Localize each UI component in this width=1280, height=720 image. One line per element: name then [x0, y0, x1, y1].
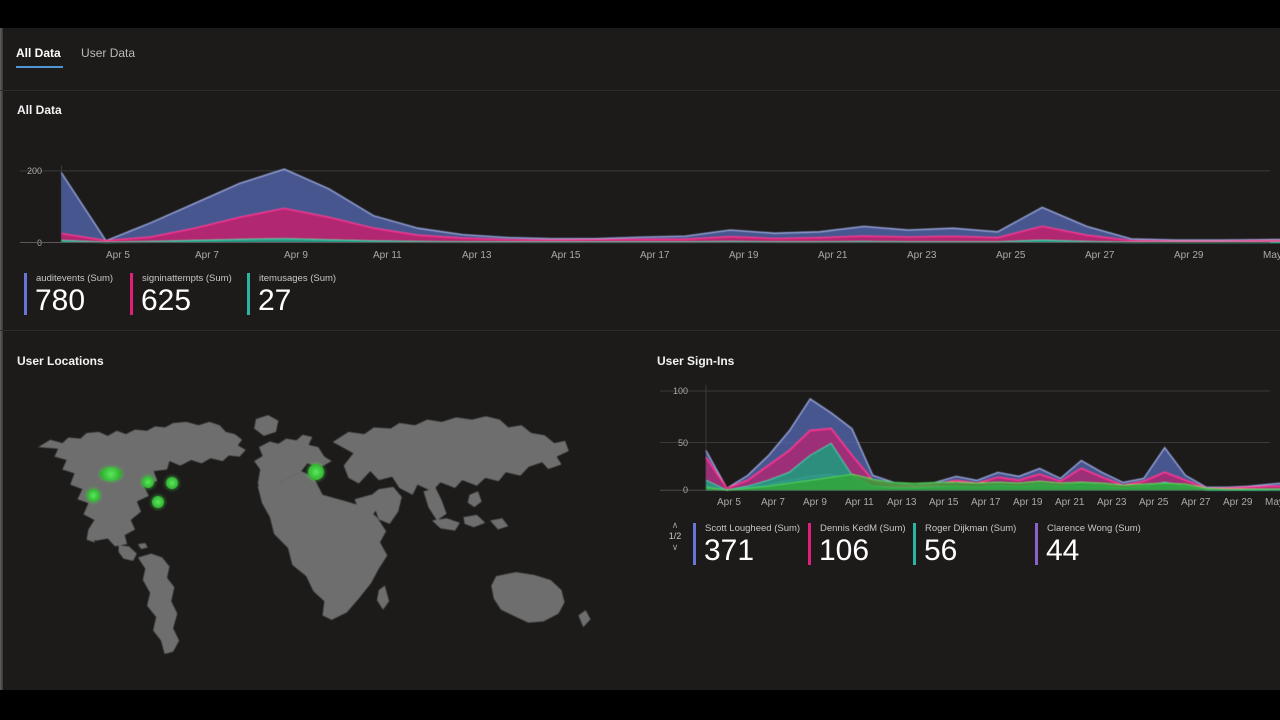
svg-text:100: 100: [673, 386, 688, 396]
svg-text:50: 50: [678, 438, 688, 448]
svg-text:0: 0: [683, 485, 688, 495]
